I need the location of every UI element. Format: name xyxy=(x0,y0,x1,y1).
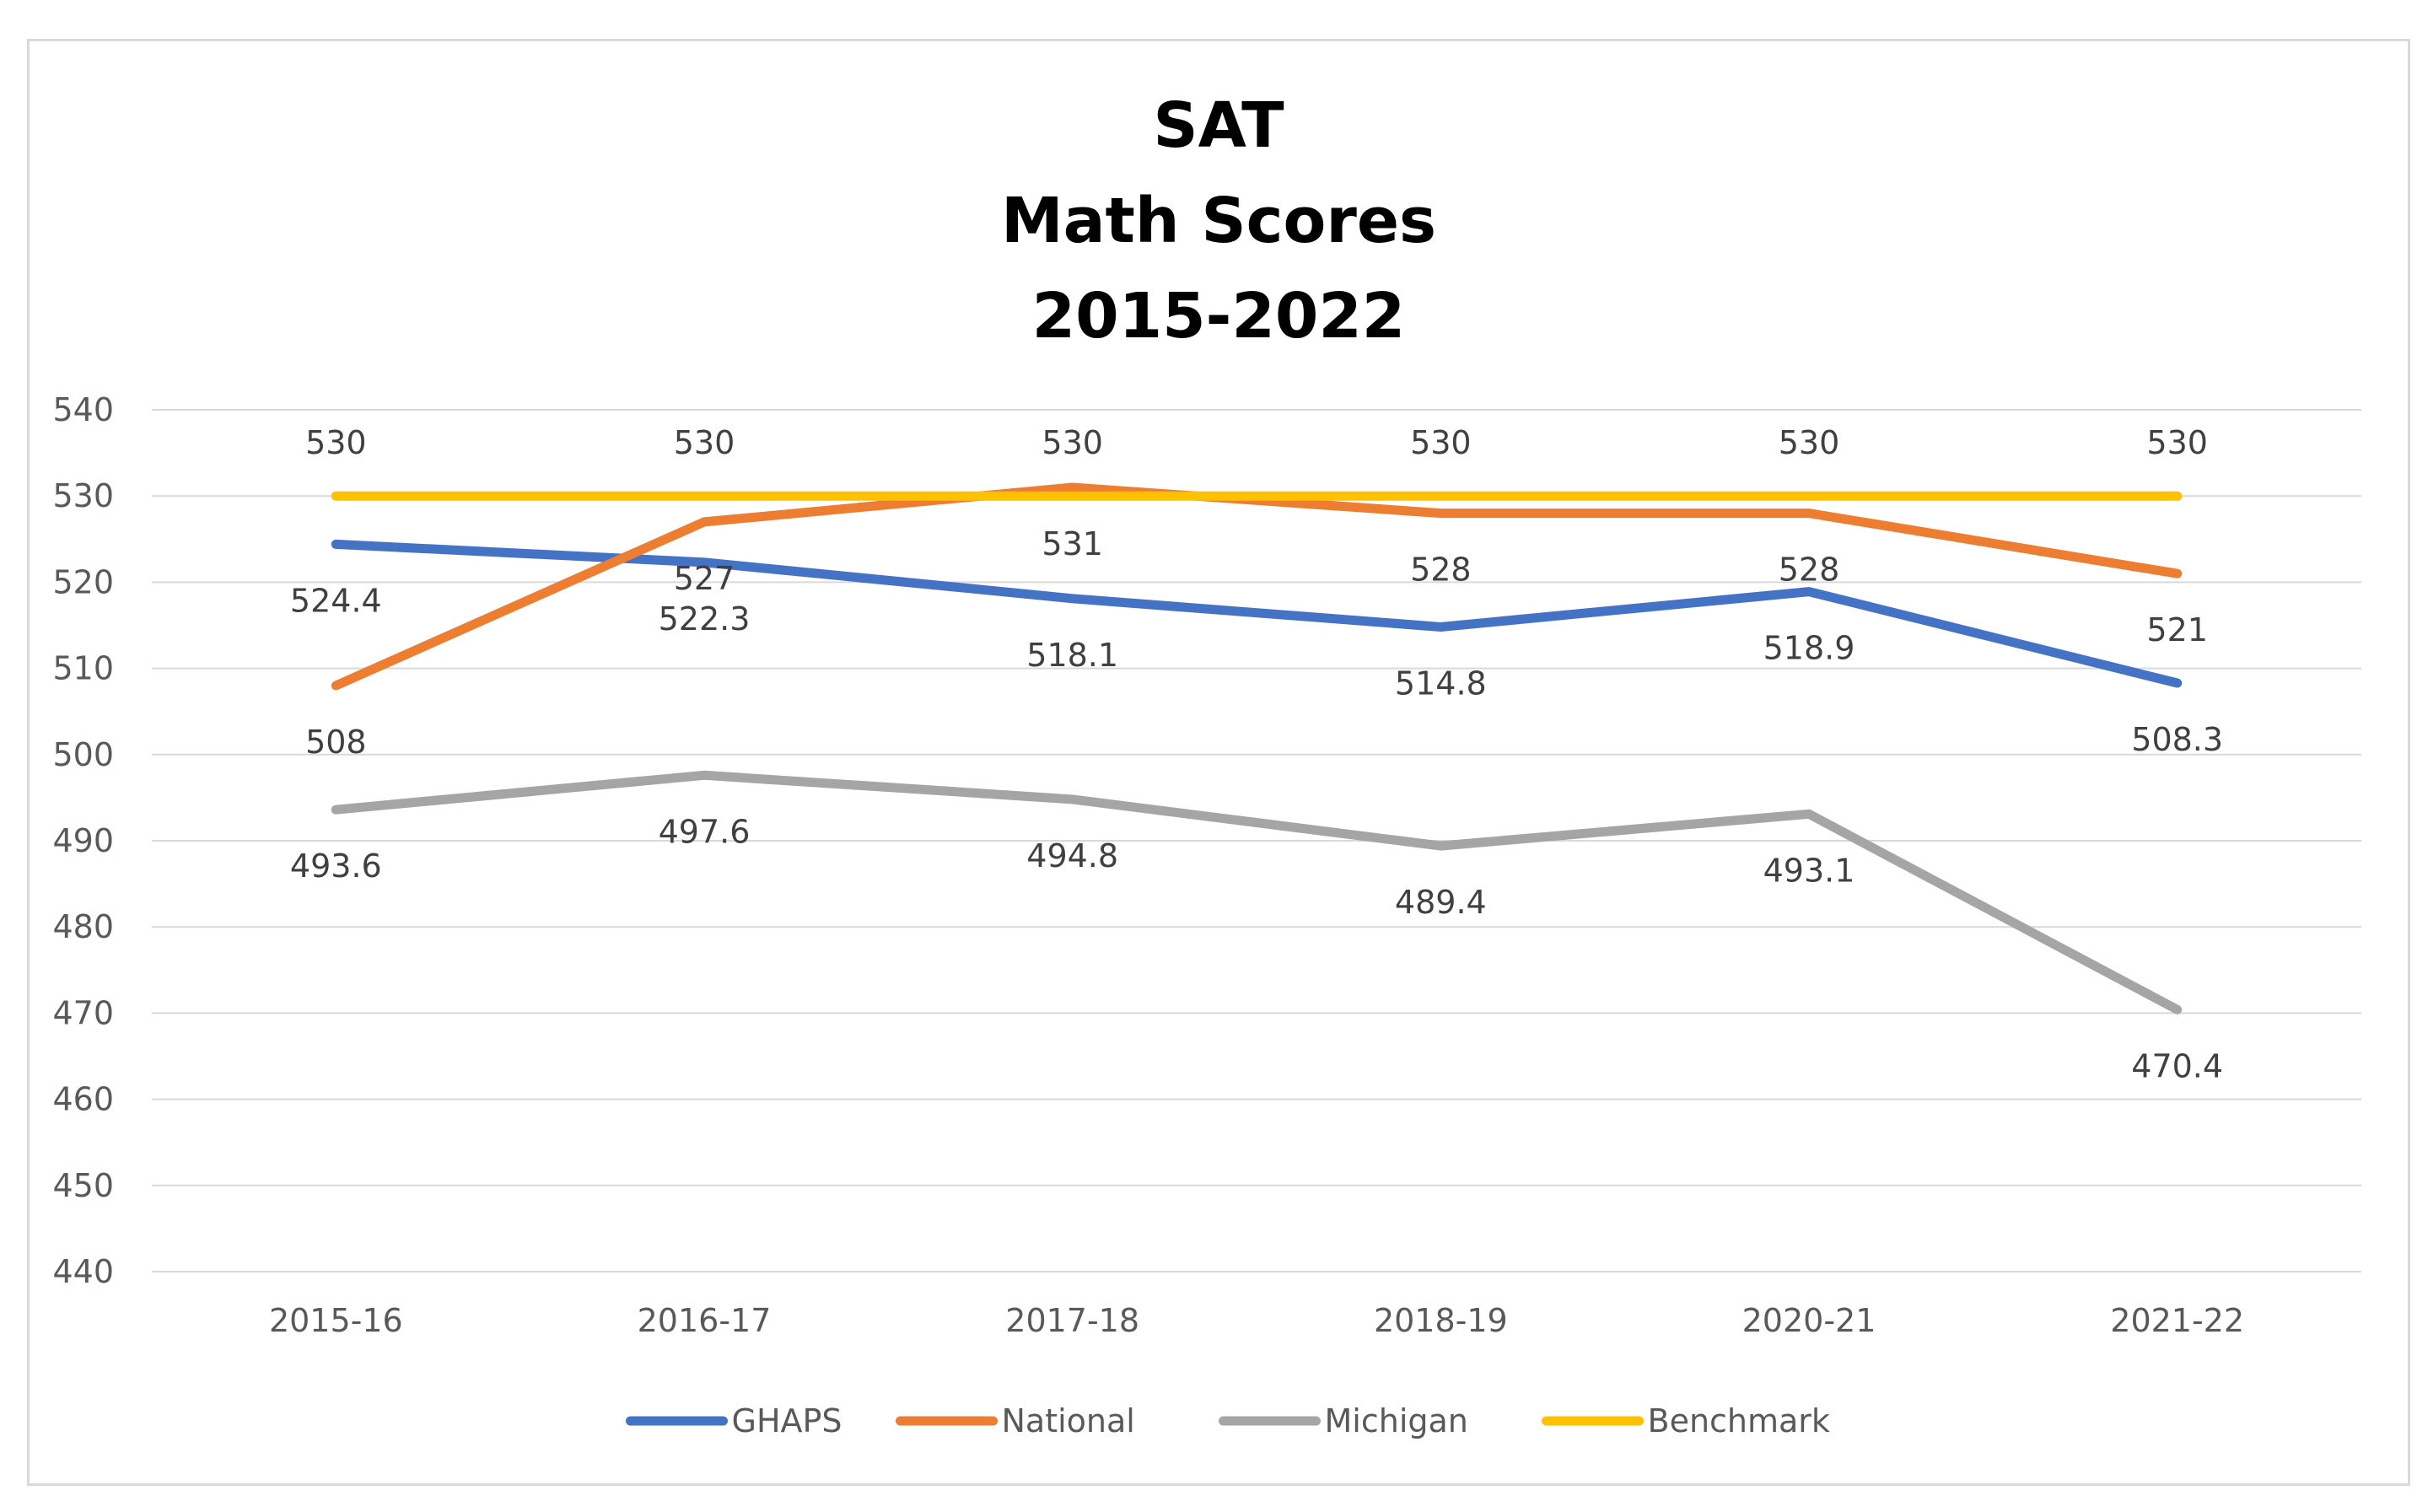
legend-item-national: National xyxy=(896,1402,1135,1439)
data-label-ghaps: 518.1 xyxy=(1026,637,1118,674)
series-line-michigan xyxy=(331,770,2183,1014)
legend-label-national: National xyxy=(1002,1402,1135,1439)
legend-item-michigan: Michigan xyxy=(1219,1402,1468,1439)
series-line-national xyxy=(331,482,2183,691)
y-tick-label: 450 xyxy=(52,1167,114,1204)
legend-item-benchmark: Benchmark xyxy=(1542,1402,1830,1439)
data-label-ghaps: 518.9 xyxy=(1763,630,1855,667)
data-label-benchmark: 530 xyxy=(674,424,735,461)
data-label-michigan: 470.4 xyxy=(2131,1047,2223,1084)
x-tick-label: 2016-17 xyxy=(638,1302,772,1339)
series-lines xyxy=(331,482,2183,1014)
chart-title-line-3: 2015-2022 xyxy=(1032,280,1406,352)
data-label-benchmark: 530 xyxy=(1779,424,1840,461)
gridlines xyxy=(152,409,2361,1273)
data-label-michigan: 497.6 xyxy=(659,813,751,850)
data-label-michigan: 489.4 xyxy=(1395,884,1487,921)
data-label-national: 528 xyxy=(1410,552,1472,589)
data-label-national: 531 xyxy=(1042,525,1103,562)
line-chart: SAT Math Scores 2015-2022 540 530 520 510 50… xyxy=(52,89,2361,1439)
data-label-michigan: 493.1 xyxy=(1763,852,1855,889)
x-tick-label: 2020-21 xyxy=(1742,1302,1876,1339)
data-label-ghaps: 524.4 xyxy=(290,582,382,619)
x-tick-label: 2017-18 xyxy=(1005,1302,1139,1339)
legend: GHAPS National Michigan Benchmark xyxy=(626,1402,1830,1439)
y-tick-label: 520 xyxy=(52,563,114,600)
chart-frame: SAT Math Scores 2015-2022 540 530 520 510 50… xyxy=(27,39,2410,1486)
data-label-ghaps: 508.3 xyxy=(2131,721,2223,758)
data-label-benchmark: 530 xyxy=(1042,424,1103,461)
y-tick-label: 540 xyxy=(52,391,114,428)
legend-label-ghaps: GHAPS xyxy=(732,1402,843,1439)
data-label-benchmark: 530 xyxy=(305,424,367,461)
chart-title-line-2: Math Scores xyxy=(1001,185,1436,257)
y-tick-label: 480 xyxy=(52,908,114,945)
x-tick-label: 2018-19 xyxy=(1374,1302,1508,1339)
y-tick-label: 490 xyxy=(52,822,114,859)
data-label-national: 508 xyxy=(305,724,367,761)
data-label-benchmark: 530 xyxy=(2146,424,2208,461)
y-axis: 540 530 520 510 500 490 480 470 460 450 440 xyxy=(52,391,114,1290)
y-tick-label: 510 xyxy=(52,650,114,687)
data-label-ghaps: 522.3 xyxy=(659,600,751,638)
chart-title-line-1: SAT xyxy=(1153,89,1284,162)
data-label-national: 528 xyxy=(1779,552,1840,589)
data-label-national: 521 xyxy=(2146,611,2208,648)
y-tick-label: 460 xyxy=(52,1081,114,1118)
data-labels: 524.4 522.3 518.1 514.8 518.9 508.3 508 527 531 5… xyxy=(290,424,2223,1084)
legend-label-benchmark: Benchmark xyxy=(1648,1402,1830,1439)
y-tick-label: 470 xyxy=(52,994,114,1031)
data-label-benchmark: 530 xyxy=(1410,424,1472,461)
chart-title: SAT Math Scores 2015-2022 xyxy=(1001,89,1436,352)
data-label-michigan: 493.6 xyxy=(290,847,382,885)
y-tick-label: 500 xyxy=(52,736,114,773)
data-label-michigan: 494.8 xyxy=(1026,837,1118,874)
y-tick-label: 440 xyxy=(52,1253,114,1290)
x-axis: 2015-16 2016-17 2017-18 2018-19 2020-21 2021-… xyxy=(269,1302,2244,1339)
data-label-ghaps: 514.8 xyxy=(1395,665,1487,702)
y-tick-label: 530 xyxy=(52,477,114,514)
x-tick-label: 2015-16 xyxy=(269,1302,403,1339)
x-tick-label: 2021-22 xyxy=(2110,1302,2244,1339)
series-line-ghaps xyxy=(331,539,2183,688)
legend-item-ghaps: GHAPS xyxy=(626,1402,843,1439)
data-label-national: 527 xyxy=(674,560,735,597)
legend-label-michigan: Michigan xyxy=(1325,1402,1468,1439)
